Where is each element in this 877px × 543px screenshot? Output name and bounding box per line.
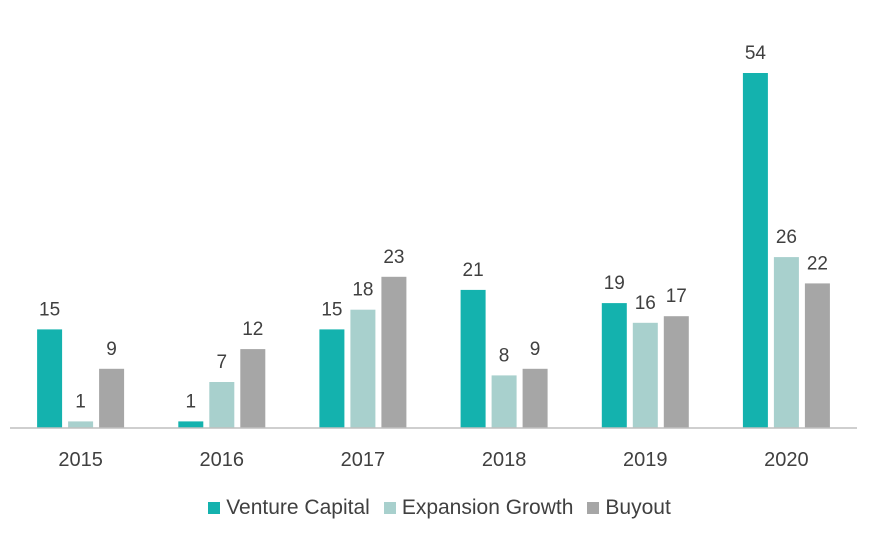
data-label-expansion-growth-2017: 18 xyxy=(352,280,373,301)
data-label-buyout-2020: 22 xyxy=(807,253,828,274)
bar-expansion-growth-2017 xyxy=(350,309,376,428)
bar-venture-capital-2015 xyxy=(37,329,63,428)
data-label-buyout-2019: 17 xyxy=(666,286,687,307)
bar-expansion-growth-2018 xyxy=(491,375,517,428)
bars-group xyxy=(37,73,830,428)
bar-expansion-growth-2015 xyxy=(68,421,94,428)
bar-buyout-2019 xyxy=(663,316,689,428)
data-label-buyout-2018: 9 xyxy=(530,339,541,360)
bar-buyout-2016 xyxy=(240,349,266,428)
x-tick-label-2018: 2018 xyxy=(482,449,527,471)
bar-buyout-2018 xyxy=(522,368,548,428)
legend-label-expansion-growth: Expansion Growth xyxy=(401,496,574,519)
legend-swatch-buyout xyxy=(587,502,600,514)
data-label-buyout-2016: 12 xyxy=(242,319,263,340)
bar-expansion-growth-2016 xyxy=(209,382,235,428)
bar-venture-capital-2017 xyxy=(319,329,345,428)
legend-item-expansion-growth: Expansion Growth xyxy=(383,496,574,520)
x-tick-label-2015: 2015 xyxy=(58,449,103,471)
legend-label-venture-capital: Venture Capital xyxy=(226,496,370,519)
bar-venture-capital-2019 xyxy=(601,303,627,428)
data-label-expansion-growth-2016: 7 xyxy=(217,352,228,373)
bar-venture-capital-2020 xyxy=(742,73,768,428)
bar-venture-capital-2018 xyxy=(460,289,486,428)
data-label-expansion-growth-2018: 8 xyxy=(499,345,510,366)
legend-item-venture-capital: Venture Capital xyxy=(208,496,370,520)
x-tick-label-2019: 2019 xyxy=(623,449,668,471)
bar-venture-capital-2016 xyxy=(178,421,204,428)
x-tick-label-2016: 2016 xyxy=(200,449,245,471)
x-tick-labels-group: 2015 2016 2017 2018 2019 2020 xyxy=(58,449,808,471)
bar-buyout-2020 xyxy=(804,283,830,428)
x-tick-label-2020: 2020 xyxy=(764,449,809,471)
bar-expansion-growth-2019 xyxy=(632,322,658,428)
data-label-venture-capital-2017: 15 xyxy=(321,299,342,320)
bar-buyout-2015 xyxy=(99,368,125,428)
legend-swatch-expansion-growth xyxy=(383,502,396,514)
x-tick-label-2017: 2017 xyxy=(341,449,386,471)
data-label-buyout-2017: 23 xyxy=(383,247,404,268)
data-label-venture-capital-2015: 15 xyxy=(39,299,60,320)
legend-label-buyout: Buyout xyxy=(605,496,671,519)
legend-item-buyout: Buyout xyxy=(587,496,671,520)
bar-buyout-2017 xyxy=(381,276,407,428)
data-label-venture-capital-2018: 21 xyxy=(463,260,484,281)
bar-expansion-growth-2020 xyxy=(773,257,799,428)
legend-swatch-venture-capital xyxy=(208,502,221,514)
data-label-expansion-growth-2020: 26 xyxy=(776,227,797,248)
data-label-expansion-growth-2015: 1 xyxy=(75,391,86,412)
data-label-expansion-growth-2019: 16 xyxy=(635,293,656,314)
data-label-buyout-2015: 9 xyxy=(106,339,117,360)
data-label-venture-capital-2020: 54 xyxy=(745,43,767,64)
data-label-venture-capital-2016: 1 xyxy=(186,391,197,412)
data-label-venture-capital-2019: 19 xyxy=(604,273,625,294)
legend: Venture Capital Expansion Growth Buyout xyxy=(0,493,877,523)
